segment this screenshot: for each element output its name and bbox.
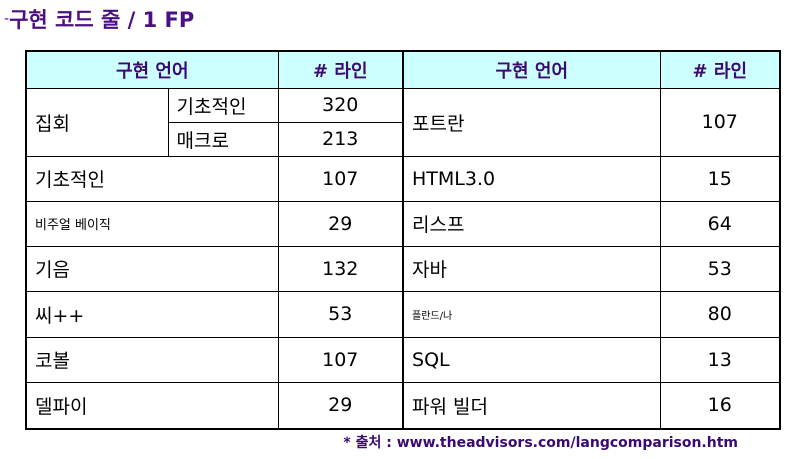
page-title: 구현 코드 줄 / 1 FP [9, 8, 195, 32]
table-row: 코볼 107 SQL 13 [25, 336, 781, 383]
table-row: 씨++ 53 플란드/나 80 [25, 290, 781, 338]
lang-cell: 포트란 [402, 87, 661, 157]
lines-cell: 107 [659, 87, 781, 157]
lang-cell: 기초적인 [25, 155, 279, 202]
lines-cell: 64 [659, 200, 781, 247]
page-title-wrap: -구현 코드 줄 / 1 FP [4, 4, 194, 34]
table-header-row: 구현 언어 # 라인 구현 언어 # 라인 [25, 50, 781, 89]
lang-cell: 기음 [25, 245, 279, 292]
lines-cell: 13 [659, 336, 781, 383]
table-row: 델파이 29 파워 빌더 16 [25, 381, 781, 430]
lang-cell: 플란드/나 [402, 290, 661, 338]
lines-cell: 53 [277, 290, 404, 338]
table-row: 매크로 213 [26, 121, 780, 157]
lang-cell: 집회 [25, 87, 169, 157]
lines-cell: 29 [277, 381, 404, 430]
lines-cell: 29 [277, 200, 404, 247]
lang-cell: 파워 빌더 [402, 381, 661, 430]
lang-cell: 비주얼 베이직 [25, 200, 279, 247]
lang-cell: HTML3.0 [402, 155, 661, 202]
table-row: 기초적인 107 HTML3.0 15 [25, 155, 781, 202]
source-note: * 출처 : www.theadvisors.com/langcompariso… [343, 435, 738, 451]
lang-cell: 자바 [402, 245, 661, 292]
table-row: 비주얼 베이직 29 리스프 64 [25, 200, 781, 247]
sub-lang-cell: 매크로 [167, 121, 279, 157]
loc-per-fp-table: 구현 언어 # 라인 구현 언어 # 라인 집회 기초적인 320 포트란 10… [25, 50, 782, 430]
lang-cell: 코볼 [25, 336, 279, 383]
lines-cell: 53 [659, 245, 781, 292]
sub-lang-cell: 기초적인 [167, 87, 279, 123]
lines-cell: 107 [277, 336, 404, 383]
lines-cell: 132 [277, 245, 404, 292]
lang-cell: 씨++ [25, 290, 279, 338]
lines-cell: 80 [659, 290, 781, 338]
table-row: 집회 기초적인 320 포트란 107 [25, 87, 781, 157]
lang-cell: 델파이 [25, 381, 279, 430]
header-language-right: 구현 언어 [402, 50, 661, 89]
table-row: 기음 132 자바 53 [25, 245, 781, 292]
lines-cell: 320 [277, 87, 404, 123]
header-language-left: 구현 언어 [25, 50, 279, 89]
lines-cell: 107 [277, 155, 404, 202]
lang-cell: SQL [402, 336, 661, 383]
lines-cell: 213 [277, 121, 404, 157]
lines-cell: 15 [659, 155, 781, 202]
title-dash: - [4, 11, 10, 27]
lang-cell: 리스프 [402, 200, 661, 247]
lines-cell: 16 [659, 381, 781, 430]
header-lines-left: # 라인 [277, 50, 404, 89]
header-lines-right: # 라인 [659, 50, 781, 89]
